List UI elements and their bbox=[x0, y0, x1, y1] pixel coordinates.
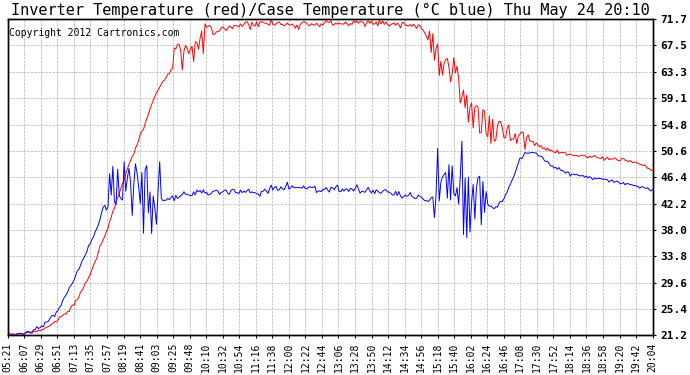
Text: Copyright 2012 Cartronics.com: Copyright 2012 Cartronics.com bbox=[9, 28, 179, 39]
Title: Inverter Temperature (red)/Case Temperature (°C blue) Thu May 24 20:10: Inverter Temperature (red)/Case Temperat… bbox=[11, 3, 649, 18]
